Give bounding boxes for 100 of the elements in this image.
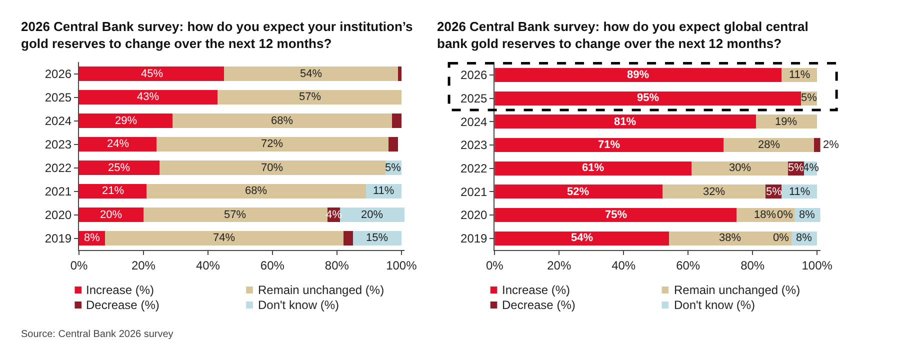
data-label: 95% <box>637 92 660 104</box>
data-label: 11% <box>789 69 810 81</box>
data-label: 25% <box>108 162 130 174</box>
bar <box>668 231 792 246</box>
legend-label: Decrease (%) <box>86 298 160 312</box>
data-label: 54% <box>300 68 322 80</box>
data-label: 68% <box>245 185 268 197</box>
x-tick-label: 20% <box>547 258 572 272</box>
x-tick-label: 40% <box>612 258 636 272</box>
bar <box>353 231 402 246</box>
bar <box>494 91 801 106</box>
x-tick-label: 40% <box>196 258 220 272</box>
data-label: 38% <box>719 232 742 244</box>
data-label: 29% <box>115 115 138 127</box>
legend-label: Don't know (%) <box>674 298 755 312</box>
bar <box>662 184 766 199</box>
y-tick-label: 2024 <box>460 114 488 129</box>
data-label: 43% <box>137 91 160 103</box>
bar <box>160 160 386 175</box>
data-label: 8% <box>84 232 100 244</box>
bar <box>494 161 692 176</box>
bar <box>494 68 782 82</box>
y-tick-label: 2025 <box>44 90 72 104</box>
y-tick-label: 2020 <box>460 208 488 222</box>
y-tick-label: 2022 <box>44 160 72 175</box>
y-tick-label: 2026 <box>44 66 72 81</box>
y-tick-label: 2019 <box>460 232 488 246</box>
y-tick-label: 2026 <box>460 68 488 82</box>
x-tick-label: 60% <box>260 258 285 272</box>
source-note: Source: Central Bank 2026 survey <box>21 329 174 340</box>
x-tick-label: 20% <box>131 258 156 272</box>
data-label: 70% <box>261 162 284 174</box>
data-label: 32% <box>703 186 726 198</box>
data-label: 15% <box>366 232 388 244</box>
bar <box>814 138 820 152</box>
legend-label: Decrease (%) <box>502 298 576 312</box>
data-label: 72% <box>261 138 284 150</box>
data-label: 57% <box>224 209 246 221</box>
data-label: 8% <box>796 232 812 244</box>
bar <box>392 114 402 128</box>
bar <box>388 137 398 152</box>
bar <box>691 161 788 176</box>
bar <box>78 160 160 175</box>
data-label: 68% <box>271 115 294 127</box>
bar <box>494 114 756 129</box>
bar <box>78 137 156 152</box>
legend-label: Increase (%) <box>502 283 570 297</box>
bar <box>494 138 724 152</box>
data-label: 20% <box>100 209 122 221</box>
chart-title: 2026 Central Bank survey: how do you expect global central bank gold reserves to change over the next 12 months? <box>437 19 808 51</box>
bar <box>724 138 814 152</box>
y-tick-label: 2024 <box>44 114 72 128</box>
bar <box>340 208 405 222</box>
y-tick-label: 2022 <box>460 162 488 176</box>
data-label: 28% <box>758 139 780 151</box>
data-label: 20% <box>361 209 384 221</box>
data-label: 75% <box>605 209 628 221</box>
y-tick-label: 2019 <box>44 231 72 246</box>
y-tick-label: 2023 <box>44 137 72 152</box>
data-label: 74% <box>213 232 236 244</box>
data-label: 61% <box>582 162 604 174</box>
data-label: 8% <box>799 209 816 221</box>
data-label: 81% <box>614 116 636 128</box>
legend-label: Don't know (%) <box>258 298 339 312</box>
data-label: 57% <box>299 91 322 103</box>
data-label: 0% <box>777 209 794 221</box>
y-tick-label: 2021 <box>460 184 488 199</box>
bar <box>78 66 224 81</box>
data-label: 5% <box>385 162 402 174</box>
data-label: 5% <box>788 162 804 174</box>
x-tick-label: 60% <box>676 258 700 272</box>
x-tick-label: 0% <box>486 258 504 272</box>
data-label: 2% <box>823 139 840 151</box>
data-label: 24% <box>107 138 130 150</box>
legend-label: Increase (%) <box>86 283 154 297</box>
bar <box>494 231 669 246</box>
y-tick-label: 2020 <box>44 208 72 222</box>
bar <box>156 137 389 152</box>
data-label: 0% <box>773 232 790 244</box>
bar <box>398 66 402 81</box>
bar <box>104 231 344 246</box>
bar <box>146 184 366 198</box>
data-label: 5% <box>766 186 782 198</box>
bar <box>143 208 328 222</box>
data-label: 11% <box>789 186 810 198</box>
y-tick-label: 2021 <box>44 184 72 198</box>
data-label: 52% <box>567 186 590 198</box>
data-label: 18% <box>754 209 776 221</box>
bar <box>494 208 736 222</box>
x-tick-label: 100% <box>386 258 418 272</box>
data-label: 30% <box>729 162 752 174</box>
bar <box>172 114 392 128</box>
bar <box>224 66 398 81</box>
y-tick-label: 2025 <box>460 91 488 106</box>
data-label: 71% <box>598 139 620 151</box>
x-tick-label: 80% <box>324 258 350 272</box>
data-label: 54% <box>571 232 594 244</box>
data-label: 11% <box>373 185 394 197</box>
bar <box>78 184 147 198</box>
y-tick-label: 2023 <box>460 138 488 152</box>
